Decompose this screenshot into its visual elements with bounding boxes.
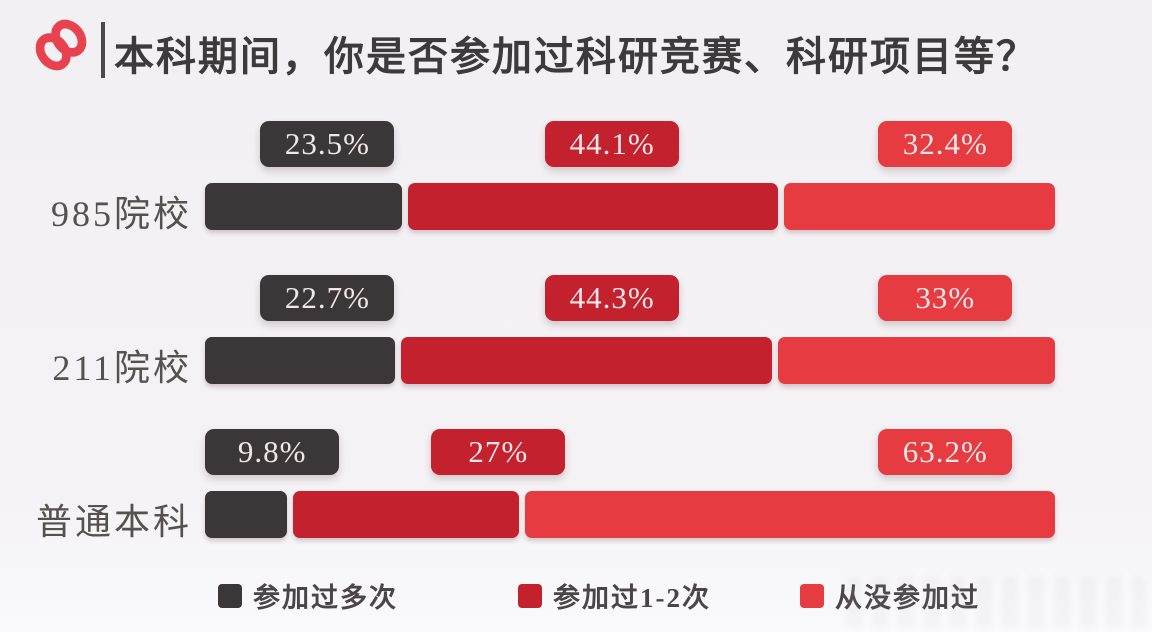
legend-swatch-dark: [218, 583, 242, 608]
value-bubble: 44.3%: [545, 275, 680, 321]
page-title: 本科期间，你是否参加过科研竞赛、科研项目等？: [114, 34, 1038, 79]
legend-swatch-crimson: [518, 583, 542, 608]
legend-label: 参加过多次: [253, 583, 398, 613]
bar-segment: [525, 491, 1055, 538]
value-bubble: 63.2%: [878, 429, 1013, 475]
legend-item-one-two-times: 参加过1-2次: [518, 576, 711, 615]
legend-item-never: 从没参加过: [800, 576, 980, 615]
value-bubble: 27%: [431, 429, 566, 475]
legend-swatch-bright-red: [800, 583, 824, 608]
bar-segment: [205, 183, 402, 230]
value-bubble: 32.4%: [878, 121, 1013, 167]
value-bubble: 23.5%: [260, 121, 395, 167]
value-bubble: 22.7%: [260, 275, 395, 321]
bar-row: [205, 183, 1056, 230]
legend-label: 参加过1-2次: [553, 583, 711, 613]
bar-row: [205, 491, 1055, 538]
watermark: [846, 576, 1146, 628]
chain-link-icon: [30, 14, 92, 76]
bar-segment: [293, 491, 520, 538]
bar-segment: [205, 337, 396, 384]
bar-segment: [778, 337, 1055, 384]
legend-item-many-times: 参加过多次: [218, 576, 398, 615]
bar-segment: [401, 337, 773, 384]
title-divider: [101, 22, 105, 78]
bar-segment: [783, 183, 1056, 230]
legend-label: 从没参加过: [835, 583, 980, 613]
category-label: 985院校: [50, 194, 192, 234]
value-bubble: 9.8%: [205, 429, 340, 475]
bar-segment: [205, 491, 288, 538]
bar-row: [205, 337, 1055, 384]
category-label: 211院校: [52, 348, 192, 388]
category-label: 普通本科: [35, 502, 192, 542]
value-bubble: 44.1%: [545, 121, 680, 167]
value-bubble: 33%: [878, 275, 1013, 321]
bar-segment: [407, 183, 778, 230]
